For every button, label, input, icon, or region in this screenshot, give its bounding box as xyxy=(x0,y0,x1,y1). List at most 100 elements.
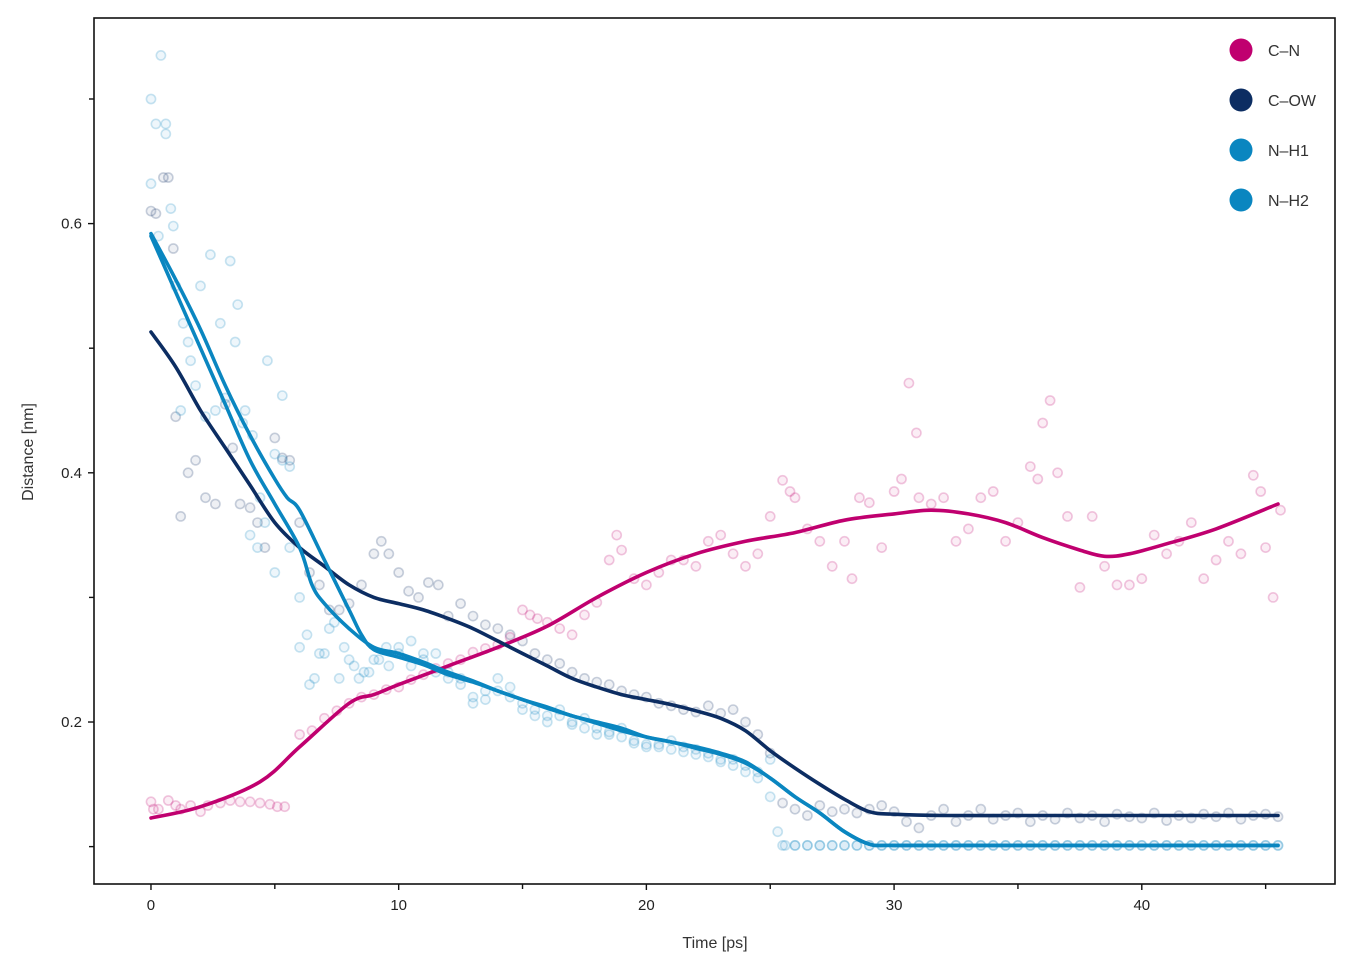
data-point-0-13 xyxy=(254,797,266,809)
data-point-3-33 xyxy=(455,679,466,690)
legend: C–N C–OW N–H1 N–H2 xyxy=(1229,38,1317,212)
data-point-2-0 xyxy=(145,93,157,105)
data-point-1-72 xyxy=(901,816,912,828)
data-point-1-34 xyxy=(432,579,444,591)
data-point-2-12 xyxy=(232,299,244,310)
data-point-0-56 xyxy=(752,548,764,560)
data-point-2-49 xyxy=(628,735,640,747)
data-point-1-78 xyxy=(975,803,987,815)
data-point-3-54 xyxy=(715,756,727,768)
data-point-2-63 xyxy=(789,840,801,851)
data-point-3-40 xyxy=(541,716,553,728)
data-point-0-54 xyxy=(727,548,739,560)
data-point-3-64 xyxy=(839,840,850,851)
data-point-1-36 xyxy=(455,598,466,609)
data-point-0-84 xyxy=(1037,417,1049,429)
x-tick-label-4: 40 xyxy=(1133,897,1150,914)
data-point-3-60 xyxy=(789,840,801,851)
data-point-3-16 xyxy=(276,454,288,466)
data-point-0-87 xyxy=(1062,511,1073,522)
data-point-1-58 xyxy=(727,704,739,715)
data-point-0-62 xyxy=(814,535,826,547)
data-point-0-1 xyxy=(147,803,159,815)
legend-label-3: N–H2 xyxy=(1268,193,1309,210)
data-point-1-59 xyxy=(740,716,751,728)
data-point-0-2 xyxy=(152,803,164,815)
data-point-3-63 xyxy=(826,840,838,851)
data-point-0-91 xyxy=(1111,579,1123,591)
data-point-0-86 xyxy=(1052,467,1063,479)
data-point-2-65 xyxy=(814,840,826,851)
data-point-3-48 xyxy=(641,741,652,753)
data-point-2-19 xyxy=(284,461,296,472)
data-point-1-76 xyxy=(950,816,962,828)
data-point-1-5 xyxy=(170,411,182,423)
data-point-1-1 xyxy=(150,208,162,219)
data-point-0-77 xyxy=(963,523,974,535)
data-point-2-9 xyxy=(204,249,216,261)
data-point-1-15 xyxy=(252,517,263,528)
data-point-0-68 xyxy=(876,542,888,553)
data-point-3-42 xyxy=(566,719,578,730)
y-tick-label-1: 0.4 xyxy=(61,465,82,482)
data-point-0-75 xyxy=(938,492,949,504)
data-point-2-47 xyxy=(603,729,615,740)
data-point-0-14 xyxy=(264,798,276,810)
data-point-3-61 xyxy=(802,840,813,851)
data-point-2-33 xyxy=(430,648,442,659)
data-point-0-37 xyxy=(532,613,543,624)
data-point-2-11 xyxy=(224,255,236,267)
data-point-0-17 xyxy=(294,729,305,740)
data-point-3-19 xyxy=(304,679,315,690)
y-tick-label-0: 0.2 xyxy=(61,714,82,731)
data-point-1-8 xyxy=(190,454,201,466)
data-point-2-64 xyxy=(802,840,813,851)
data-point-1-37 xyxy=(467,610,479,622)
data-point-2-23 xyxy=(318,648,330,659)
data-point-1-44 xyxy=(554,658,566,669)
data-point-0-74 xyxy=(925,498,937,510)
data-point-3-13 xyxy=(252,542,263,553)
data-point-2-16 xyxy=(261,355,273,367)
data-point-1-63 xyxy=(789,803,801,815)
data-point-2-4 xyxy=(165,203,177,214)
series-line-0 xyxy=(149,502,1280,820)
data-point-1-68 xyxy=(851,807,863,819)
data-point-3-3 xyxy=(167,220,179,232)
data-point-2-50 xyxy=(641,739,652,750)
x-tick-label-2: 20 xyxy=(638,897,655,914)
data-point-0-100 xyxy=(1223,535,1234,547)
data-point-3-23 xyxy=(343,654,355,666)
data-point-0-85 xyxy=(1044,395,1056,406)
data-point-3-4 xyxy=(175,405,187,416)
data-point-0-78 xyxy=(975,492,987,504)
data-point-3-24 xyxy=(353,673,365,684)
data-point-0-36 xyxy=(524,609,536,621)
data-point-3-14 xyxy=(259,517,271,528)
legend-label-2: N–H1 xyxy=(1268,143,1309,160)
data-point-3-30 xyxy=(417,648,429,659)
data-point-2-17 xyxy=(269,567,281,578)
data-point-0-65 xyxy=(846,573,858,585)
data-point-1-82 xyxy=(1024,816,1036,828)
data-point-2-1 xyxy=(150,118,162,130)
data-point-3-15 xyxy=(269,448,281,460)
data-point-0-90 xyxy=(1099,560,1110,572)
data-point-3-57 xyxy=(752,772,764,784)
data-point-0-53 xyxy=(715,529,727,541)
data-point-0-89 xyxy=(1086,511,1098,522)
data-point-0-71 xyxy=(903,377,915,389)
data-point-2-24 xyxy=(328,616,340,628)
data-point-1-75 xyxy=(938,803,949,815)
data-point-0-73 xyxy=(913,492,925,504)
data-point-1-38 xyxy=(479,619,491,631)
data-point-0-45 xyxy=(616,544,627,556)
data-point-3-55 xyxy=(727,760,739,771)
data-point-0-58 xyxy=(777,474,788,486)
data-point-1-14 xyxy=(244,502,256,514)
data-point-0-99 xyxy=(1210,554,1222,566)
data-point-3-58 xyxy=(764,791,776,803)
data-point-0-41 xyxy=(579,609,590,621)
data-point-1-65 xyxy=(814,800,826,811)
